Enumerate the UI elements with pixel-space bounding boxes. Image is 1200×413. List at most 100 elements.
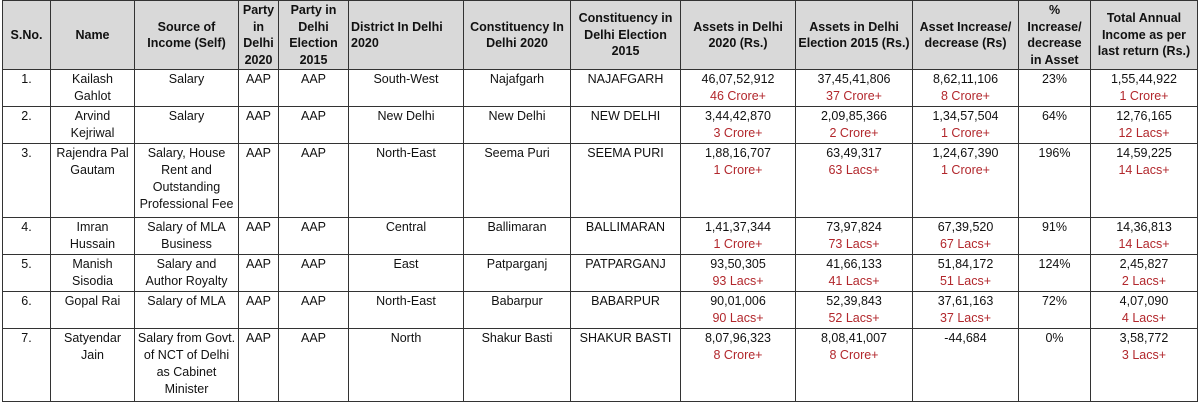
cell-annual-income: 4,07,090 4 Lacs+ [1090, 291, 1198, 329]
cell-party-2015: AAP [278, 217, 349, 255]
cell-source: Salary [134, 106, 239, 144]
cell-party-2015: AAP [278, 328, 349, 402]
short-value: 8 Crore+ [713, 348, 763, 362]
cell-assets-2015: 63,49,317 63 Lacs+ [795, 143, 913, 218]
cell-asset-change: 1,34,57,504 1 Crore+ [912, 106, 1019, 144]
cell-name: Gopal Rai [50, 291, 135, 329]
cell-constituency-2020: Shakur Basti [463, 328, 571, 402]
cell-asset-change: 8,62,11,106 8 Crore+ [912, 69, 1019, 107]
cell-constituency-2015: SEEMA PURI [570, 143, 681, 218]
cell-source: Salary of MLA Business [134, 217, 239, 255]
cell-party-2015: AAP [278, 254, 349, 292]
cell-constituency-2015: BABARPUR [570, 291, 681, 329]
short-value: 63 Lacs+ [828, 163, 880, 177]
cell-party-2015: AAP [278, 291, 349, 329]
short-value: 41 Lacs+ [828, 274, 880, 288]
cell-asset-change: 1,24,67,390 1 Crore+ [912, 143, 1019, 218]
cell-source: Salary and Author Royalty [134, 254, 239, 292]
cell-percent-change: 64% [1018, 106, 1091, 144]
cell-sno: 6. [2, 291, 51, 329]
table-row: 4. Imran Hussain Salary of MLA Business … [2, 217, 1198, 255]
value: 8,07,96,323 [704, 331, 772, 345]
cell-constituency-2020: Seema Puri [463, 143, 571, 218]
header-constituency-2015: Constituency in Delhi Election 2015 [570, 0, 681, 70]
cell-percent-change: 23% [1018, 69, 1091, 107]
value: 67,39,520 [937, 220, 994, 234]
table-row: 2. Arvind Kejriwal Salary AAP AAP New De… [2, 106, 1198, 144]
value: 3,44,42,870 [704, 109, 772, 123]
cell-constituency-2020: Ballimaran [463, 217, 571, 255]
cell-assets-2015: 8,08,41,007 8 Crore+ [795, 328, 913, 402]
cell-constituency-2015: NAJAFGARH [570, 69, 681, 107]
value: 41,66,133 [826, 257, 882, 271]
value: 90,01,006 [710, 294, 766, 308]
table-row: 5. Manish Sisodia Salary and Author Roya… [2, 254, 1198, 292]
header-sno: S.No. [2, 0, 51, 70]
header-party-2015: Party in Delhi Election 2015 [278, 0, 349, 70]
cell-percent-change: 124% [1018, 254, 1091, 292]
cell-district: East [348, 254, 464, 292]
cell-assets-2015: 41,66,133 41 Lacs+ [795, 254, 913, 292]
table-row: 3. Rajendra Pal Gautam Salary, House Ren… [2, 143, 1198, 218]
short-value: 51 Lacs+ [939, 274, 992, 288]
value: 37,45,41,806 [817, 72, 891, 86]
cell-asset-change: -44,684 [912, 328, 1019, 402]
value: 4,07,090 [1119, 294, 1169, 308]
short-value: 1 Crore+ [941, 126, 990, 140]
short-value: 1 Crore+ [941, 163, 990, 177]
value: 1,24,67,390 [932, 146, 999, 160]
value: 63,49,317 [826, 146, 882, 160]
cell-sno: 3. [2, 143, 51, 218]
table-row: 7. Satyendar Jain Salary from Govt. of N… [2, 328, 1198, 402]
cell-district: North [348, 328, 464, 402]
cell-sno: 1. [2, 69, 51, 107]
cell-asset-change: 67,39,520 67 Lacs+ [912, 217, 1019, 255]
value: 8,08,41,007 [820, 331, 888, 345]
short-value: 1 Crore+ [713, 237, 763, 251]
short-value: 1 Crore+ [713, 163, 763, 177]
header-name: Name [50, 0, 135, 70]
cell-name: Rajendra Pal Gautam [50, 143, 135, 218]
cell-constituency-2020: Najafgarh [463, 69, 571, 107]
header-assets-2020: Assets in Delhi 2020 (Rs.) [680, 0, 796, 70]
short-value: 93 Lacs+ [712, 274, 764, 288]
cell-party-2020: AAP [238, 328, 279, 402]
cell-annual-income: 14,59,225 14 Lacs+ [1090, 143, 1198, 218]
cell-constituency-2015: NEW DELHI [570, 106, 681, 144]
cell-district: Central [348, 217, 464, 255]
cell-party-2015: AAP [278, 143, 349, 218]
cell-party-2020: AAP [238, 291, 279, 329]
header-party-2020: Party in Delhi 2020 [238, 0, 279, 70]
cell-district: South-West [348, 69, 464, 107]
cell-assets-2020: 1,88,16,707 1 Crore+ [680, 143, 796, 218]
value: 1,88,16,707 [704, 146, 772, 160]
cell-assets-2015: 2,09,85,366 2 Crore+ [795, 106, 913, 144]
short-value: 1 Crore+ [1119, 89, 1169, 103]
cell-source: Salary from Govt. of NCT of Delhi as Cab… [134, 328, 239, 402]
header-asset-change: Asset Increase/ decrease (Rs) [912, 0, 1019, 70]
short-value: 4 Lacs+ [1121, 311, 1167, 325]
cell-constituency-2015: PATPARGANJ [570, 254, 681, 292]
cell-assets-2020: 93,50,305 93 Lacs+ [680, 254, 796, 292]
header-source: Source of Income (Self) [134, 0, 239, 70]
value: 12,76,165 [1116, 109, 1172, 123]
cell-party-2020: AAP [238, 254, 279, 292]
cell-percent-change: 72% [1018, 291, 1091, 329]
short-value: 8 Crore+ [941, 89, 990, 103]
short-value: 3 Lacs+ [1121, 348, 1167, 362]
cell-assets-2015: 37,45,41,806 37 Crore+ [795, 69, 913, 107]
cell-assets-2020: 3,44,42,870 3 Crore+ [680, 106, 796, 144]
short-value: 52 Lacs+ [828, 311, 880, 325]
cell-source: Salary [134, 69, 239, 107]
cell-name: Satyendar Jain [50, 328, 135, 402]
table-row: 1. Kailash Gahlot Salary AAP AAP South-W… [2, 69, 1198, 107]
cell-party-2020: AAP [238, 143, 279, 218]
cell-party-2020: AAP [238, 69, 279, 107]
cell-constituency-2015: BALLIMARAN [570, 217, 681, 255]
value: 14,59,225 [1116, 146, 1172, 160]
cell-annual-income: 3,58,772 3 Lacs+ [1090, 328, 1198, 402]
cell-district: North-East [348, 291, 464, 329]
header-percent-change: % Increase/ decrease in Asset [1018, 0, 1091, 70]
cell-district: New Delhi [348, 106, 464, 144]
cell-assets-2015: 52,39,843 52 Lacs+ [795, 291, 913, 329]
